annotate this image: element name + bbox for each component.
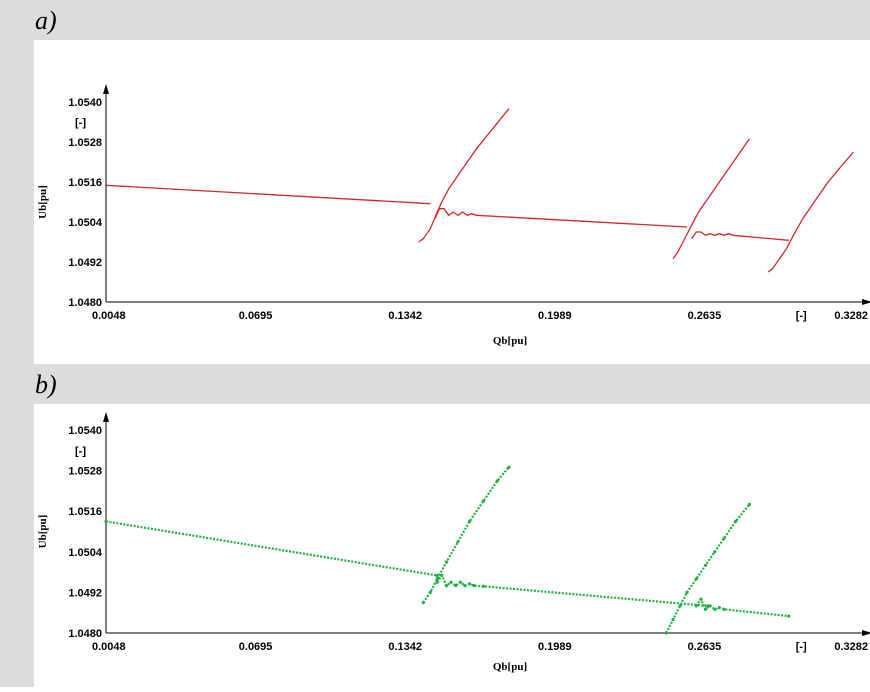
chart-b-data-point: [717, 606, 722, 610]
chart-b-data-point: [421, 601, 425, 605]
chart-b-data-point: [444, 584, 449, 588]
chart-a-x-tick-label: [-]: [796, 310, 807, 322]
chart-a-y-tick-label: 1.0528: [68, 137, 102, 149]
chart-b-x-axis-arrow: [862, 630, 870, 636]
chart-b-data-point: [722, 607, 726, 611]
chart-b-y-axis-arrow: [103, 412, 109, 422]
chart-b-x-tick-label: 0.0048: [92, 641, 126, 653]
panel-b-letter: b): [35, 370, 57, 399]
chart-b-data-point: [507, 465, 511, 469]
chart-b-data-point: [435, 580, 439, 584]
chart-b-data-point: [734, 519, 738, 523]
chart-b-data-point: [468, 519, 472, 523]
chart-a-x-tick-label: 0.3282: [834, 310, 868, 322]
chart-b-data-point: [678, 604, 682, 608]
chart-b-data-point: [671, 617, 675, 622]
chart-a-series-3: [672, 138, 751, 260]
chart-b-data-point: [694, 604, 698, 608]
chart-b-data-point: [440, 573, 444, 578]
chart-b-data-point: [444, 560, 449, 564]
chart-b-data-point: [458, 580, 462, 584]
panel-b-chart-svg: 0.0048 0.0695 0.1342 0.1989 0.2635 [-] 0.3282 1…: [37, 412, 870, 673]
chart-b-data-point: [435, 577, 439, 581]
chart-b-data-point: [706, 604, 710, 608]
chart-b-data-point: [708, 604, 712, 608]
chart-b-data-point: [787, 614, 791, 618]
chart-b-series-3: [665, 503, 751, 634]
chart-a-x-axis-title: Qb[pu]: [493, 335, 527, 347]
panel-a-chart: 0.0048 0.0695 0.1342 0.1989 0.2635 [-] 0.3282 1…: [34, 40, 870, 364]
chart-b-data-point: [104, 519, 108, 523]
chart-a-x-tick-label: 0.0048: [92, 310, 126, 322]
chart-b-x-tick-label: 0.3282: [834, 641, 868, 653]
chart-b-series-0: [105, 520, 438, 577]
chart-a-y-tick-label: 1.0516: [68, 177, 102, 189]
chart-a-series-1: [418, 108, 510, 243]
chart-b-data-point: [703, 563, 708, 567]
chart-b-data-point: [481, 499, 486, 503]
chart-b-data-point: [495, 479, 499, 483]
panel-a-letter: a): [35, 6, 57, 35]
chart-b-data-point: [454, 584, 458, 588]
chart-b-y-tick-label: 1.0516: [68, 506, 102, 518]
chart-b-series-4: [695, 596, 789, 618]
chart-b-data-point: [664, 631, 668, 635]
chart-b-y-unit-label: [-]: [75, 445, 86, 457]
chart-b-data-point: [747, 502, 752, 506]
chart-a-y-tick-label: 1.0540: [68, 97, 102, 109]
chart-b-data-point: [456, 540, 460, 544]
chart-b-y-axis-title: Ub[pu]: [37, 515, 49, 549]
chart-b-data-point: [694, 577, 698, 581]
chart-b-data-point: [435, 573, 439, 578]
chart-b-data-point: [481, 584, 486, 588]
chart-a-y-axis-title: Ub[pu]: [37, 185, 49, 219]
panel-a-header: a): [0, 0, 870, 40]
chart-b-x-tick-label: 0.2635: [688, 641, 722, 653]
panel-b-chart: 0.0048 0.0695 0.1342 0.1989 0.2635 [-] 0.3282 1…: [34, 404, 870, 687]
chart-b-y-tick-label: 1.0528: [68, 466, 102, 478]
chart-a-x-tick-label: 0.0695: [239, 310, 273, 322]
chart-b-y-tick-label: 1.0492: [68, 587, 102, 599]
panel-b-header: b): [0, 364, 870, 404]
chart-a-x-axis-arrow: [862, 299, 870, 305]
chart-a-y-axis-arrow: [103, 84, 109, 94]
chart-a-y-tick-label: 1.0480: [68, 297, 102, 309]
chart-b-series-2: [436, 573, 708, 607]
panel-a-chart-svg: 0.0048 0.0695 0.1342 0.1989 0.2635 [-] 0.3282 1…: [37, 84, 870, 347]
chart-b-data-point: [722, 536, 726, 540]
chart-b-data-point: [703, 607, 708, 611]
chart-b-x-tick-label: [-]: [796, 641, 807, 653]
chart-a-series-0: [105, 184, 431, 205]
chart-b-x-axis-title: Qb[pu]: [493, 661, 527, 673]
chart-b-y-tick-label: 1.0504: [68, 547, 103, 559]
chart-a-x-tick-label: 0.1989: [538, 310, 572, 322]
chart-b-data-point: [468, 582, 472, 586]
chart-b-y-tick-label: 1.0480: [68, 628, 102, 640]
chart-b-data-point: [699, 597, 703, 601]
chart-b-y-tick-label: 1.0540: [68, 425, 102, 437]
chart-a-y-tick-label: 1.0492: [68, 257, 102, 269]
chart-b-data-point: [713, 550, 717, 554]
chart-b-data-point: [685, 590, 689, 594]
chart-a-x-tick-label: 0.2635: [688, 310, 722, 322]
left-margin-strip: [0, 0, 34, 687]
chart-b-x-tick-label: 0.1342: [388, 641, 422, 653]
chart-b-x-tick-label: 0.1989: [538, 641, 572, 653]
chart-b-data-point: [449, 580, 453, 584]
chart-b-data-point: [463, 584, 467, 588]
chart-a-x-tick-label: 0.1342: [388, 310, 422, 322]
chart-b-data-point: [713, 607, 717, 611]
chart-a-y-unit-label: [-]: [75, 117, 86, 129]
chart-a-series-5: [767, 151, 854, 273]
chart-a-y-tick-label: 1.0504: [68, 217, 103, 229]
chart-a-series-2: [434, 208, 688, 228]
chart-b-data-point: [428, 590, 432, 594]
chart-a-series-4: [691, 231, 789, 241]
chart-b-data-point: [472, 584, 476, 588]
chart-b-x-tick-label: 0.0695: [239, 641, 273, 653]
